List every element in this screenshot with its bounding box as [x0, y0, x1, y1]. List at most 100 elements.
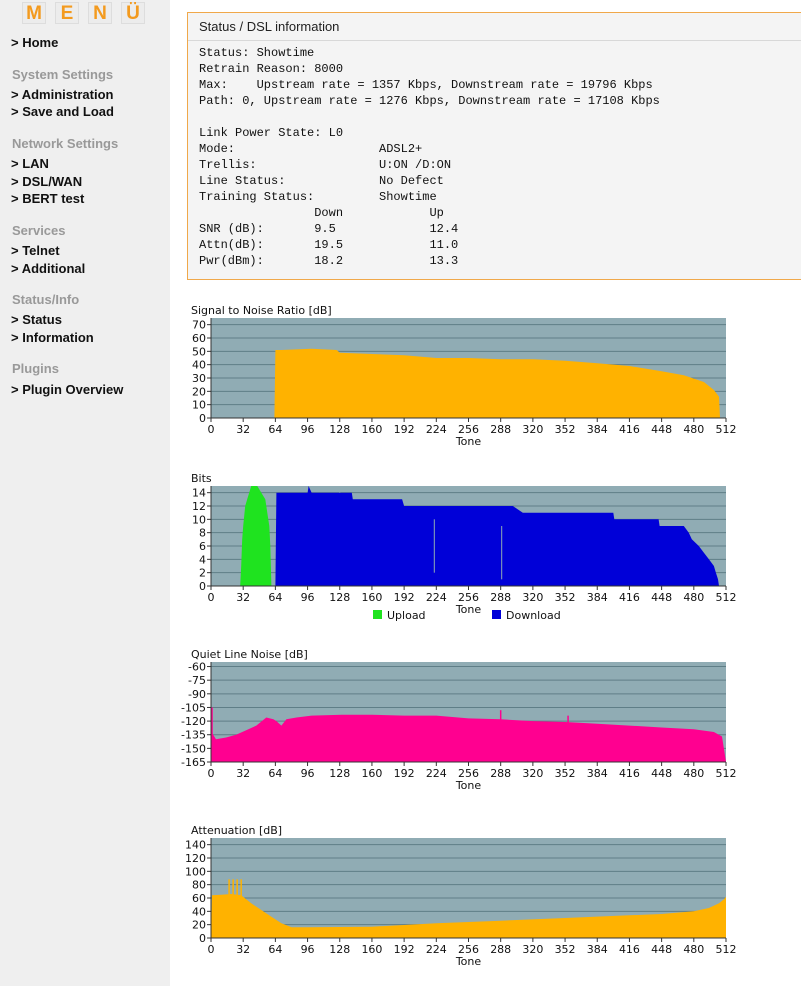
y-tick-label: 2: [199, 567, 206, 580]
y-tick-label: -60: [188, 661, 206, 674]
x-axis-label: Tone: [455, 955, 482, 968]
x-axis-label: Tone: [455, 779, 482, 792]
y-tick-label: -150: [181, 742, 206, 755]
y-tick-label: 60: [192, 892, 206, 905]
y-tick-label: 40: [192, 905, 206, 918]
x-tick-label: 288: [490, 591, 511, 604]
legend-label-download: Download: [506, 609, 561, 622]
x-tick-label: 256: [458, 591, 479, 604]
nav-administration[interactable]: > Administration: [11, 87, 114, 102]
y-tick-label: -165: [181, 756, 206, 769]
snr-chart: Signal to Noise Ratio [dB] 01020304050607…: [191, 304, 737, 448]
x-tick-label: 288: [490, 767, 511, 780]
nav-information[interactable]: > Information: [11, 330, 94, 345]
x-tick-label: 384: [587, 591, 608, 604]
legend-swatch-upload: [373, 610, 382, 619]
x-tick-label: 160: [361, 423, 382, 436]
nav-bert-test[interactable]: > BERT test: [11, 191, 85, 206]
x-tick-label: 0: [208, 423, 215, 436]
status-line: Pwr(dBm): 18.2 13.3: [199, 254, 459, 268]
series-area-data: [211, 348, 726, 418]
x-tick-label: 32: [236, 591, 250, 604]
x-tick-label: 320: [522, 943, 543, 956]
x-tick-label: 160: [361, 767, 382, 780]
dsl-status-panel: Status / DSL information Status: Showtim…: [187, 12, 801, 280]
x-tick-label: 128: [329, 943, 350, 956]
x-tick-label: 288: [490, 943, 511, 956]
nav-heading-network-settings: Network Settings: [12, 136, 119, 151]
x-tick-label: 352: [555, 943, 576, 956]
y-tick-label: -105: [181, 701, 206, 714]
x-tick-label: 160: [361, 591, 382, 604]
x-tick-label: 512: [716, 591, 737, 604]
x-tick-label: 480: [683, 591, 704, 604]
y-tick-label: 100: [185, 865, 206, 878]
status-line: SNR (dB): 9.5 12.4: [199, 222, 459, 236]
nav-lan[interactable]: > LAN: [11, 156, 49, 171]
x-tick-label: 512: [716, 767, 737, 780]
x-tick-label: 64: [268, 591, 282, 604]
y-tick-label: 14: [192, 487, 206, 500]
x-tick-label: 224: [426, 591, 447, 604]
nav-dsl-wan[interactable]: > DSL/WAN: [11, 174, 83, 189]
x-tick-label: 96: [301, 591, 315, 604]
status-panel-title: Status / DSL information: [188, 13, 801, 41]
status-line: Training Status: Showtime: [199, 190, 437, 204]
x-tick-label: 416: [619, 767, 640, 780]
x-tick-label: 128: [329, 423, 350, 436]
logo-letter: E: [55, 2, 79, 24]
nav-home[interactable]: > Home: [11, 35, 59, 50]
y-tick-label: 20: [192, 385, 206, 398]
y-tick-label: 0: [199, 580, 206, 593]
x-tick-label: 0: [208, 767, 215, 780]
x-tick-label: 320: [522, 591, 543, 604]
nav-heading-system-settings: System Settings: [12, 67, 114, 82]
x-tick-label: 384: [587, 767, 608, 780]
x-tick-label: 352: [555, 591, 576, 604]
logo-letter: M: [22, 2, 46, 24]
x-tick-label: 448: [651, 767, 672, 780]
x-tick-label: 288: [490, 423, 511, 436]
status-line: Down Up: [199, 206, 444, 220]
x-tick-label: 224: [426, 767, 447, 780]
status-line: Line Status: No Defect: [199, 174, 444, 188]
status-line: Link Power State: L0: [199, 126, 344, 140]
x-tick-label: 256: [458, 943, 479, 956]
y-tick-label: 20: [192, 919, 206, 932]
nav-status[interactable]: > Status: [11, 312, 62, 327]
x-tick-label: 192: [394, 767, 415, 780]
series-area-data: [211, 894, 726, 938]
x-tick-label: 224: [426, 423, 447, 436]
logo-letter: N: [88, 2, 112, 24]
y-tick-label: 60: [192, 332, 206, 345]
y-tick-label: -135: [181, 729, 206, 742]
nav-heading-status-info: Status/Info: [12, 292, 80, 307]
x-tick-label: 192: [394, 591, 415, 604]
x-tick-label: 32: [236, 943, 250, 956]
y-tick-label: 10: [192, 399, 206, 412]
x-tick-label: 352: [555, 767, 576, 780]
x-tick-label: 64: [268, 423, 282, 436]
status-line: Trellis: U:ON /D:ON: [199, 158, 452, 172]
y-tick-label: 40: [192, 359, 206, 372]
y-tick-label: 0: [199, 412, 206, 425]
legend-label-upload: Upload: [387, 609, 426, 622]
x-tick-label: 352: [555, 423, 576, 436]
sidebar: M E N Ü > Home System Settings > Adminis…: [0, 0, 170, 986]
nav-save-and-load[interactable]: > Save and Load: [11, 104, 114, 119]
y-tick-label: 80: [192, 879, 206, 892]
logo-letter: Ü: [121, 2, 145, 24]
nav-telnet[interactable]: > Telnet: [11, 243, 60, 258]
y-tick-label: 8: [199, 527, 206, 540]
x-tick-label: 96: [301, 423, 315, 436]
nav-additional[interactable]: > Additional: [11, 261, 86, 276]
x-tick-label: 0: [208, 591, 215, 604]
main-content: Status / DSL information Status: Showtim…: [170, 0, 801, 986]
y-tick-label: 50: [192, 345, 206, 358]
status-line: Path: 0, Upstream rate = 1276 Kbps, Down…: [199, 94, 660, 108]
x-tick-label: 512: [716, 943, 737, 956]
nav-plugin-overview[interactable]: > Plugin Overview: [11, 382, 124, 397]
x-tick-label: 480: [683, 767, 704, 780]
y-tick-label: 6: [199, 540, 206, 553]
x-tick-label: 448: [651, 943, 672, 956]
